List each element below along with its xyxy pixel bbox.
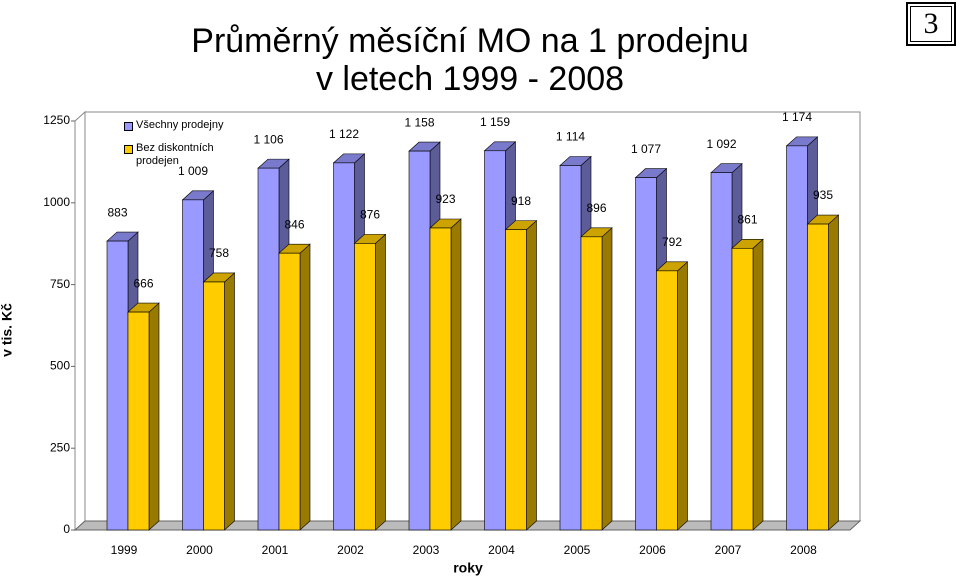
y-tick-label: 500 [50, 359, 70, 373]
data-label: 1 106 [253, 132, 283, 146]
data-label: 1 092 [706, 137, 736, 151]
bar [278, 252, 301, 531]
x-tick-label: 1999 [111, 543, 138, 557]
data-label: 1 009 [178, 164, 208, 178]
bar [182, 199, 204, 531]
bar [786, 145, 808, 531]
data-label: 1 174 [782, 110, 812, 124]
y-tick-label: 1000 [43, 195, 70, 209]
x-tick-label: 2004 [488, 543, 515, 557]
data-label: 846 [284, 217, 304, 231]
y-tick-label: 0 [63, 522, 70, 536]
bar [257, 167, 280, 531]
x-axis-title: roky [453, 560, 483, 576]
bar [106, 240, 129, 531]
data-label: 666 [133, 276, 153, 290]
bar-side [752, 238, 764, 531]
data-label: 861 [737, 212, 757, 226]
bar-side [375, 233, 386, 531]
bar-side [224, 272, 235, 531]
data-label: 1 122 [329, 127, 359, 141]
bar [807, 223, 829, 531]
data-label: 1 159 [480, 115, 510, 129]
chart-title: v letech 1999 - 2008 [315, 60, 625, 98]
bar [580, 236, 603, 531]
bar-side [601, 227, 613, 531]
bar-side [526, 219, 537, 531]
data-label: 1 114 [556, 130, 585, 144]
bar [203, 281, 225, 531]
chart-title: Průměrný měsíční MO na 1 prodejnu [191, 22, 749, 60]
data-label: 918 [511, 194, 531, 208]
bar [354, 243, 376, 531]
x-tick-label: 2000 [186, 543, 213, 557]
x-tick-label: 2006 [639, 543, 666, 557]
bar-side [450, 218, 462, 531]
x-tick-label: 2008 [790, 543, 817, 557]
legend: Všechny prodejny Bez diskontních prodejen [124, 119, 246, 178]
data-label: 792 [662, 235, 682, 249]
data-label: 896 [586, 201, 606, 215]
legend-item: Všechny prodejny [124, 119, 246, 132]
side-wall [74, 110, 86, 532]
page-number: 3 [906, 2, 956, 46]
bar-side [828, 214, 839, 531]
legend-swatch [124, 145, 133, 154]
bar [710, 172, 733, 531]
bar [635, 177, 657, 531]
y-tick-label: 750 [50, 277, 70, 291]
bar [429, 227, 452, 531]
data-label: 758 [209, 246, 229, 260]
y-axis-title: v tis. Kč [0, 303, 15, 357]
x-tick-label: 2001 [262, 543, 289, 557]
y-tick-label: 250 [50, 440, 70, 454]
bar [333, 162, 355, 531]
data-label: 876 [360, 208, 380, 222]
y-tick-label: 1250 [43, 113, 70, 127]
x-tick-label: 2007 [715, 543, 742, 557]
legend-item: Bez diskontních prodejen [124, 142, 246, 168]
bar-side [299, 243, 311, 531]
bar [484, 150, 506, 531]
bar [731, 247, 754, 531]
bar [656, 270, 678, 531]
bar [408, 150, 431, 531]
x-tick-label: 2003 [413, 543, 440, 557]
bar [505, 229, 527, 531]
bar-side [148, 302, 160, 531]
data-label: 935 [813, 188, 833, 202]
bar [127, 311, 150, 531]
data-label: 923 [435, 192, 455, 206]
data-label: 1 158 [404, 115, 434, 129]
data-label: 883 [107, 205, 127, 219]
bar-side [677, 261, 688, 531]
legend-label: Všechny prodejny [136, 119, 224, 131]
legend-label: Bez diskontních prodejen [136, 142, 214, 167]
bar [559, 165, 582, 531]
x-tick-label: 2005 [564, 543, 591, 557]
data-label: 1 077 [631, 142, 661, 156]
legend-swatch [124, 122, 133, 131]
x-tick-label: 2002 [337, 543, 364, 557]
